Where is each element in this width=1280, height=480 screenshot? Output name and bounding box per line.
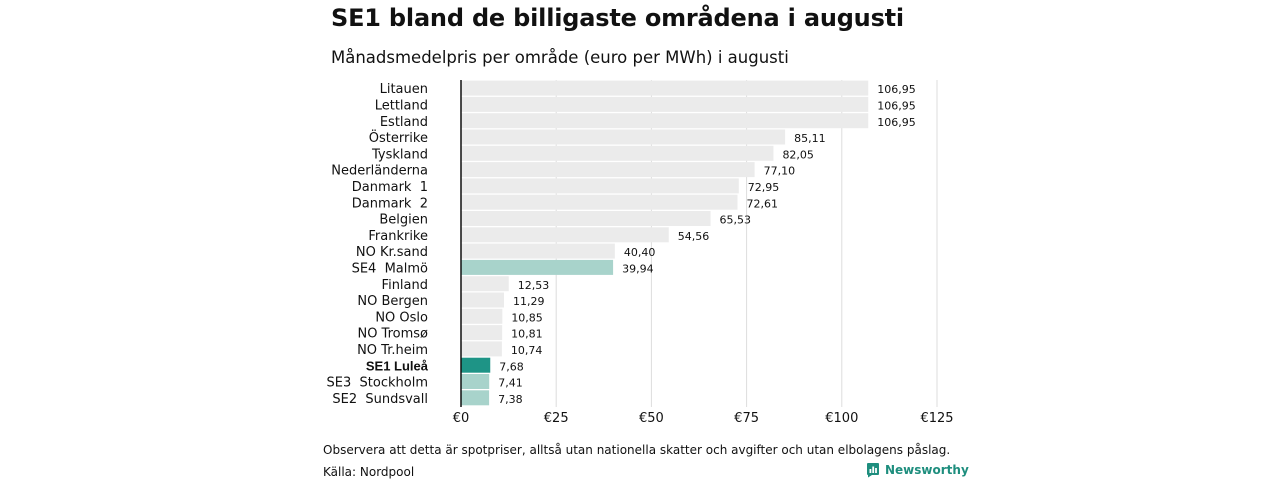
value-label: 72,61: [746, 197, 778, 210]
value-label: 40,40: [624, 246, 656, 259]
bar: [461, 341, 502, 357]
x-tick-label: €25: [544, 411, 569, 426]
bar: [461, 211, 711, 226]
category-label: Tyskland: [371, 147, 428, 162]
bar: [461, 145, 774, 161]
category-label: Litauen: [380, 82, 428, 97]
brand: Newsworthy: [866, 462, 969, 478]
category-label: Estland: [380, 115, 428, 130]
bar: [461, 276, 509, 292]
value-label: 12,53: [518, 279, 550, 292]
category-label: SE3 Stockholm: [327, 376, 428, 391]
value-label: 85,11: [794, 132, 826, 145]
bar: [461, 390, 490, 406]
bar: [461, 325, 503, 341]
bar: [461, 243, 615, 259]
value-label: 82,05: [782, 148, 814, 161]
category-label: SE4 Malmö: [352, 261, 428, 276]
footnote: Observera att detta är spotpriser, allts…: [323, 443, 951, 457]
brand-name: Newsworthy: [885, 463, 969, 477]
category-label: Nederländerna: [331, 164, 428, 179]
value-label: 39,94: [622, 262, 654, 275]
value-label: 72,95: [748, 181, 780, 194]
x-tick-label: €50: [639, 411, 664, 426]
bar: [461, 113, 869, 129]
chart-title: SE1 bland de billigaste områdena i augus…: [331, 4, 904, 32]
category-label: NO Kr.sand: [356, 245, 428, 260]
value-label: 106,95: [877, 99, 916, 112]
category-label: SE1 Luleå: [366, 358, 429, 373]
category-label: NO Tromsø: [357, 327, 428, 342]
value-label: 7,68: [499, 360, 524, 373]
value-label: 77,10: [764, 165, 796, 178]
chart-subtitle: Månadsmedelpris per område (euro per MWh…: [331, 48, 789, 67]
bar: [461, 292, 504, 308]
category-label: Danmark 1: [352, 180, 428, 195]
category-label: NO Tr.heim: [357, 343, 428, 358]
newsworthy-logo-icon: [867, 463, 879, 478]
value-label: 11,29: [513, 295, 545, 308]
value-label: 7,38: [498, 393, 523, 406]
source-text: Källa: Nordpool: [323, 465, 415, 479]
bar: [461, 357, 491, 373]
value-label: 54,56: [678, 230, 710, 243]
bar: [461, 178, 739, 194]
bar: [461, 227, 669, 243]
bar: [461, 129, 786, 145]
bar: [461, 96, 869, 112]
value-label: 10,85: [511, 311, 542, 324]
value-label: 65,53: [720, 214, 752, 227]
category-label: SE2 Sundsvall: [332, 392, 428, 407]
x-tick-label: €125: [920, 411, 953, 426]
category-label: Frankrike: [368, 229, 428, 244]
category-label: Österrike: [369, 129, 428, 146]
value-label: 10,81: [511, 328, 543, 341]
bar: [461, 308, 503, 324]
value-label: 106,95: [877, 116, 916, 129]
category-label: Danmark 2: [352, 196, 428, 211]
x-tick-label: €0: [453, 411, 470, 426]
category-label: NO Oslo: [375, 310, 428, 325]
category-label: NO Bergen: [357, 294, 428, 309]
bar: [461, 80, 869, 96]
value-label: 10,74: [511, 344, 543, 357]
bar: [461, 259, 614, 275]
category-label: Lettland: [375, 98, 428, 113]
value-label: 7,41: [498, 377, 523, 390]
bar: [461, 374, 490, 389]
category-label: Finland: [382, 278, 428, 293]
x-tick-label: €100: [825, 411, 858, 426]
value-label: 106,95: [877, 83, 916, 96]
bar: [461, 194, 738, 210]
x-tick-label: €75: [734, 411, 759, 426]
category-label: Belgien: [379, 213, 428, 228]
bar: [461, 162, 755, 178]
